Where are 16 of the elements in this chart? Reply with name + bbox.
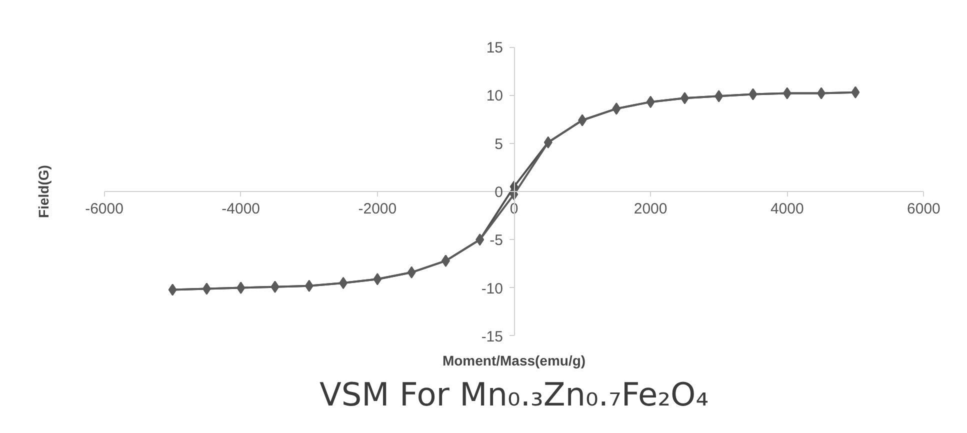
text: VSM For Mn₀.₃Zn₀.₇Fe₂O₄ — [319, 376, 709, 414]
x-tick-label: -4000 — [222, 200, 260, 218]
y-axis-title: Field(G) — [36, 165, 52, 218]
x-tick-label: 2000 — [634, 200, 668, 218]
y-tick-label: 15 — [486, 40, 504, 57]
x-tick-label: -6000 — [85, 200, 124, 218]
x-tick-label: 6000 — [907, 200, 940, 218]
y-tick-label: -15 — [481, 328, 504, 346]
y-tick-label: -10 — [481, 280, 504, 298]
x-tick-label: 4000 — [770, 200, 804, 218]
y-tick-label: -5 — [490, 232, 504, 250]
x-axis-title: Moment/Mass(emu/g) — [442, 352, 586, 368]
y-tick-label: 10 — [486, 88, 504, 105]
y-tick-label: 0 — [494, 184, 503, 201]
x-tick-label: -2000 — [358, 200, 397, 218]
y-tick-label: 5 — [494, 136, 503, 153]
